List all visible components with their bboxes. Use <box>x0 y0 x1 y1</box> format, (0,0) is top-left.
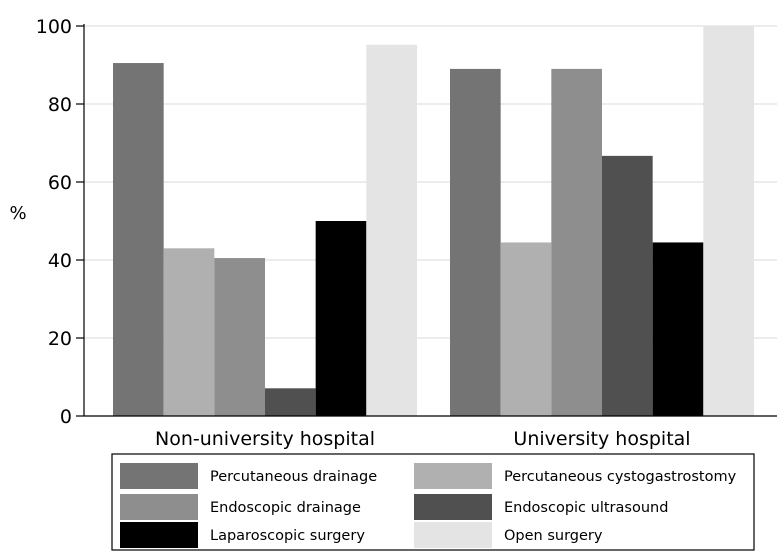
x-category-labels: Non-university hospital University hospit… <box>155 428 691 450</box>
bar-university-hospital-endoscopic-ultrasound <box>602 155 653 416</box>
bar-non-university-hospital-endoscopic-ultrasound <box>265 388 316 416</box>
bar-university-hospital-percutaneous-cystogastrostomy <box>500 242 552 416</box>
y-axis-label: % <box>9 203 26 224</box>
y-tick-label-60: 60 <box>48 172 72 194</box>
y-tick-label-20: 20 <box>48 328 72 350</box>
bar-non-university-hospital-percutaneous-drainage <box>113 63 164 417</box>
x-category-label-non-university-hospital: Non-university hospital <box>155 428 375 450</box>
y-tick-label-100: 100 <box>36 16 72 38</box>
bar-non-university-hospital-laparoscopic-surgery <box>315 221 367 416</box>
y-ticks: 0 20 40 60 80 100 <box>36 16 84 428</box>
legend-label-open-surgery: Open surgery <box>504 528 603 544</box>
legend-label-endoscopic-ultrasound: Endoscopic ultrasound <box>504 500 668 516</box>
x-category-label-university-hospital: University hospital <box>513 428 690 450</box>
bar-non-university-hospital-open-surgery <box>366 44 417 416</box>
legend-label-endoscopic-drainage: Endoscopic drainage <box>210 500 361 516</box>
axes-layer <box>83 24 777 417</box>
y-tick-label-80: 80 <box>48 94 72 116</box>
y-tick-label-0: 0 <box>60 406 72 428</box>
bar-university-hospital-laparoscopic-surgery <box>652 242 704 416</box>
legend-swatch-endoscopic-ultrasound <box>414 494 492 520</box>
legend-swatch-percutaneous-drainage <box>120 463 198 489</box>
legend-swatch-percutaneous-cystogastrostomy <box>414 463 492 489</box>
bar-university-hospital-percutaneous-drainage <box>450 68 501 417</box>
legend-label-laparoscopic-surgery: Laparoscopic surgery <box>210 528 365 544</box>
bars-layer <box>113 26 754 417</box>
legend-swatch-laparoscopic-surgery <box>120 522 198 548</box>
bar-non-university-hospital-percutaneous-cystogastrostomy <box>163 248 215 416</box>
y-tick-label-40: 40 <box>48 250 72 272</box>
legend-swatch-open-surgery <box>414 522 492 548</box>
legend-label-percutaneous-cystogastrostomy: Percutaneous cystogastrostomy <box>504 469 737 485</box>
legend: Percutaneous drainage Percutaneous cystog… <box>111 453 755 551</box>
bar-university-hospital-open-surgery <box>703 26 754 416</box>
legend-label-percutaneous-drainage: Percutaneous drainage <box>210 469 377 485</box>
bar-university-hospital-endoscopic-drainage <box>551 68 602 417</box>
legend-swatch-endoscopic-drainage <box>120 494 198 520</box>
bar-non-university-hospital-endoscopic-drainage <box>214 258 265 416</box>
